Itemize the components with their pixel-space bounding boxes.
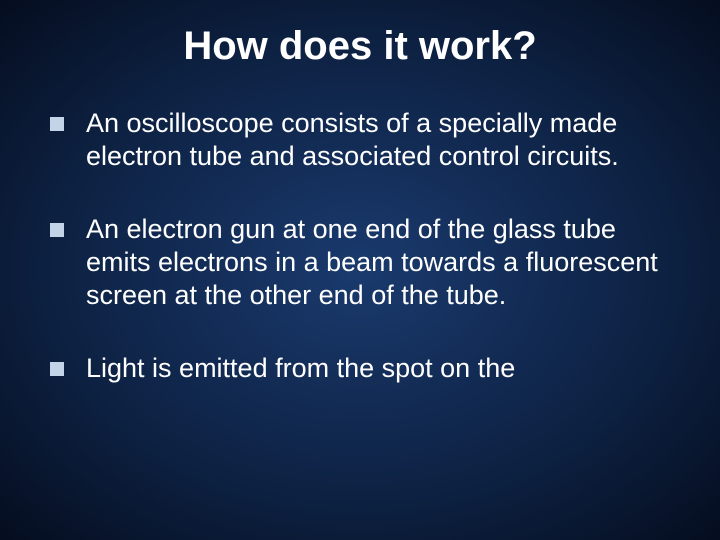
slide-container: How does it work? An oscilloscope consis…: [0, 0, 720, 540]
square-bullet-icon: [50, 117, 64, 131]
bullet-text: An electron gun at one end of the glass …: [86, 213, 670, 312]
bullet-text: Light is emitted from the spot on the: [86, 352, 515, 385]
square-bullet-icon: [50, 362, 64, 376]
bullet-text: An oscilloscope consists of a specially …: [86, 107, 670, 173]
list-item: An electron gun at one end of the glass …: [50, 213, 670, 312]
slide-title: How does it work?: [50, 24, 670, 69]
list-item: An oscilloscope consists of a specially …: [50, 107, 670, 173]
square-bullet-icon: [50, 223, 64, 237]
bullet-list: An oscilloscope consists of a specially …: [50, 107, 670, 385]
list-item: Light is emitted from the spot on the: [50, 352, 670, 385]
